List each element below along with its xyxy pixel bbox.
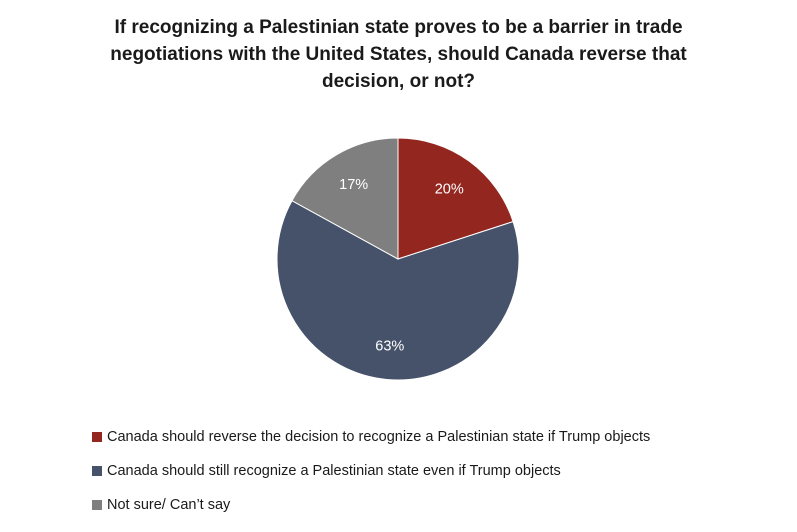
pie-data-label: 17% <box>339 177 368 193</box>
legend-item-not-sure: Not sure/ Can’t say <box>92 496 782 513</box>
pie-slice-still-recognize <box>276 200 520 381</box>
chart-title-line: decision, or not? <box>321 71 476 92</box>
legend-swatch <box>92 465 102 476</box>
chart-title: If recognizing a Palestinian state prove… <box>60 14 737 95</box>
chart-title-line: negotiations with the United States, sho… <box>110 44 687 65</box>
legend-label: Not sure/ Can’t say <box>107 496 231 513</box>
pie-slice-not-sure <box>291 137 399 260</box>
pie-slice-reverse <box>397 137 514 260</box>
pie-data-label: 20% <box>435 182 464 198</box>
legend-item-still-recognize: Canada should still recognize a Palestin… <box>92 462 782 479</box>
legend-item-reverse: Canada should reverse the decision to re… <box>92 428 782 445</box>
legend-swatch <box>92 431 102 442</box>
legend-label: Canada should reverse the decision to re… <box>107 428 651 445</box>
chart-legend: Canada should reverse the decision to re… <box>92 428 782 530</box>
chart-title-line: If recognizing a Palestinian state prove… <box>114 17 683 38</box>
legend-swatch <box>92 499 102 510</box>
pie-data-label: 63% <box>375 339 404 355</box>
legend-label: Canada should still recognize a Palestin… <box>107 462 561 479</box>
